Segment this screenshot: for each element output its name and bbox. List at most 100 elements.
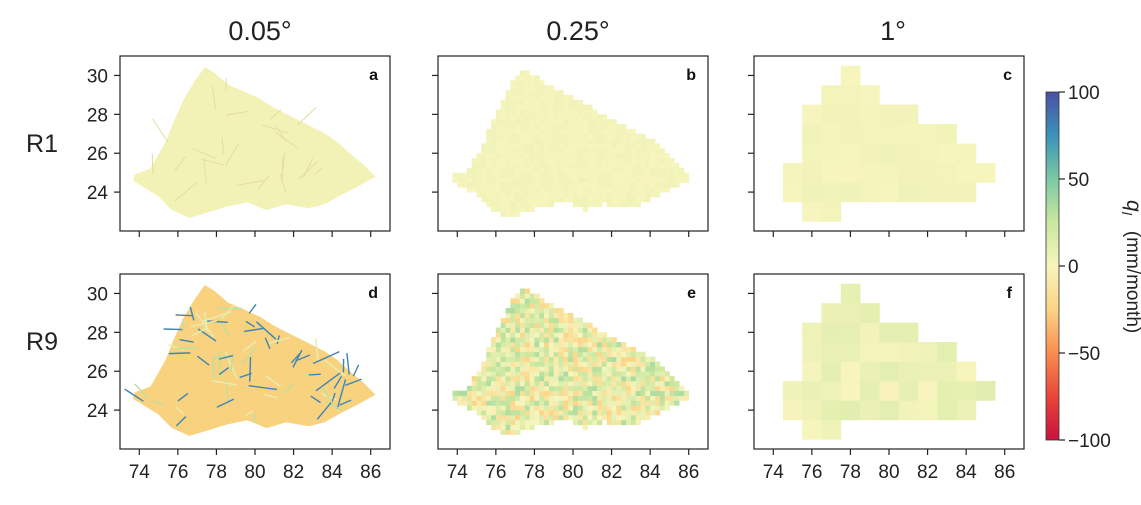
grid-cell: [519, 172, 526, 178]
grid-cell: [476, 158, 482, 164]
grid-cell: [582, 201, 588, 208]
grid-cell: [553, 99, 559, 106]
grid-cell: [505, 133, 511, 140]
grid-cell: [621, 172, 627, 178]
grid-cell: [568, 196, 574, 203]
grid-cell: [650, 371, 656, 377]
grid-cell: [495, 153, 502, 159]
grid-cell: [645, 192, 651, 198]
grid-cell: [544, 380, 550, 387]
channel-streak: [179, 339, 194, 343]
channel-streak: [302, 158, 314, 178]
grid-cell: [626, 172, 632, 178]
grid-cell: [659, 405, 666, 411]
grid-cell: [563, 128, 569, 135]
grid-cell: [568, 128, 574, 135]
grid-cell: [616, 177, 622, 183]
x-tick-label: 82: [283, 462, 304, 483]
grid-cell: [640, 177, 646, 183]
grid-cell: [510, 303, 516, 309]
grid-cell: [640, 361, 646, 367]
grid-cell: [616, 400, 622, 406]
grid-cell: [519, 153, 526, 159]
grid-cell: [654, 143, 661, 149]
grid-cell: [519, 298, 526, 304]
colorbar-gradient: [1045, 91, 1060, 441]
grid-cell: [539, 400, 545, 406]
grid-cell: [573, 162, 579, 169]
grid-cell: [563, 143, 569, 149]
grid-cell: [515, 390, 521, 396]
grid-cell: [524, 85, 531, 91]
grid-cell: [582, 376, 588, 382]
grid-cell: [544, 395, 550, 401]
grid-cell: [563, 94, 569, 101]
grid-cell: [519, 187, 526, 193]
grid-cell: [476, 192, 482, 198]
grid-cell: [519, 94, 526, 101]
grid-cell: [524, 346, 531, 353]
grid-cell: [568, 327, 574, 333]
grid-cell: [650, 177, 656, 183]
grid-cell: [582, 114, 588, 120]
grid-cell: [860, 342, 880, 362]
grid-cell: [515, 351, 521, 358]
grid-cell: [510, 380, 516, 387]
channel-streak: [163, 328, 184, 331]
grid-cell: [582, 395, 588, 401]
grid-cell: [597, 380, 603, 387]
grid-cell: [534, 346, 540, 353]
grid-cell: [486, 361, 492, 367]
grid-cell: [597, 410, 603, 416]
grid-cell: [510, 322, 516, 328]
grid-cell: [577, 356, 584, 362]
grid-cell: [659, 400, 666, 406]
grid-cell: [582, 187, 588, 193]
grid-cell: [582, 410, 588, 416]
grid-cell: [626, 143, 632, 149]
grid-cell: [534, 153, 540, 159]
grid-cell: [587, 366, 593, 372]
grid-cell: [510, 429, 516, 435]
grid-cell: [573, 356, 579, 362]
grid-cell: [500, 138, 506, 144]
grid-cell: [592, 124, 598, 130]
channel-streak: [151, 153, 154, 175]
grid-cell: [519, 414, 526, 421]
channel-streak: [168, 352, 191, 355]
x-tick-label: 74: [763, 462, 785, 483]
channel-streak: [333, 375, 343, 389]
grid-cell: [640, 158, 646, 164]
grid-cell: [519, 148, 526, 154]
grid-cell: [553, 308, 559, 314]
x-tick-label: 76: [167, 462, 188, 483]
grid-cell: [548, 119, 555, 125]
grid-cell: [573, 351, 579, 358]
grid-cell: [606, 124, 612, 130]
grid-cell: [539, 177, 545, 183]
grid-cell: [621, 410, 627, 416]
grid-cell: [587, 138, 593, 144]
panel-letter: f: [1007, 285, 1013, 302]
grid-cell: [510, 414, 516, 421]
grid-cell: [524, 410, 531, 416]
grid-cell: [486, 346, 492, 353]
grid-cell: [587, 332, 593, 338]
grid-cell: [587, 109, 593, 115]
grid-cell: [481, 366, 487, 372]
grid-cell: [495, 327, 502, 333]
grid-cell: [519, 385, 526, 392]
grid-cell: [553, 167, 559, 174]
grid-cell: [630, 400, 637, 406]
grid-cell: [587, 177, 593, 183]
grid-cell: [500, 366, 506, 372]
grid-cell: [840, 162, 861, 183]
grid-cell: [515, 138, 521, 144]
grid-cell: [539, 390, 545, 396]
grid-cell: [481, 400, 487, 406]
grid-cell: [587, 395, 593, 401]
grid-cell: [597, 124, 603, 130]
grid-cell: [616, 133, 622, 140]
grid-cell: [635, 158, 641, 164]
grid-cell: [573, 177, 579, 183]
